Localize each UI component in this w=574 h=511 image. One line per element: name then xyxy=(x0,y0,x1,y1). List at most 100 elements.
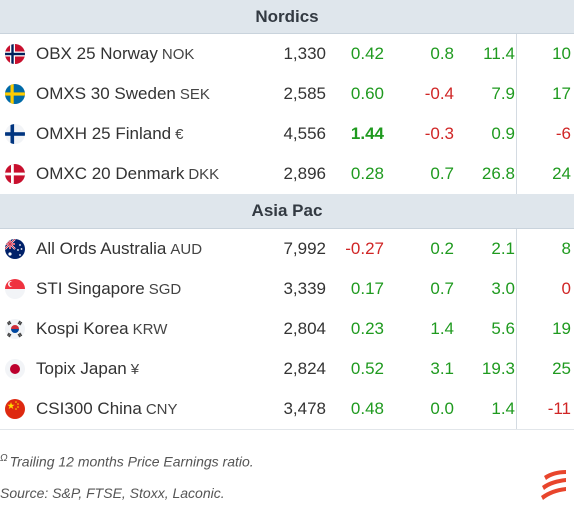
pe-ratio-value: 17 xyxy=(552,84,571,103)
column-divider xyxy=(516,114,517,154)
section-title: Nordics xyxy=(255,6,319,26)
pe-ratio-value: 24 xyxy=(552,164,571,183)
column-divider xyxy=(516,389,517,429)
currency: KRW xyxy=(132,321,168,338)
pe-ratio-value: 10 xyxy=(552,44,571,63)
table-divider xyxy=(0,429,574,430)
currency: € xyxy=(175,126,184,143)
index-name: All Ords Australia AUD xyxy=(36,239,203,258)
currency: ¥ xyxy=(130,361,140,378)
index-level: 2,585 xyxy=(283,84,326,103)
column-divider xyxy=(516,229,517,269)
section-header-nordics: Nordics xyxy=(0,0,574,34)
table-row: All Ords Australia AUD 7,992 -0.27 0.2 2.… xyxy=(0,229,574,269)
singapore-flag-icon xyxy=(5,279,25,299)
pe-ratio-value: 25 xyxy=(552,359,571,378)
table-row: Kospi Korea KRW 2,804 0.23 1.4 5.6 19 xyxy=(0,309,574,349)
column-divider xyxy=(516,269,517,309)
change-value: 11.4 xyxy=(483,44,515,63)
finland-flag-icon xyxy=(5,124,25,144)
table-row: CSI300 China CNY 3,478 0.48 0.0 1.4 -11 xyxy=(0,389,574,429)
change-value: -0.27 xyxy=(345,239,384,258)
change-value: 0.23 xyxy=(350,319,384,338)
change-value: 1.4 xyxy=(430,319,454,338)
index-name: OMXS 30 Sweden SEK xyxy=(36,84,210,103)
change-value: 0.7 xyxy=(430,164,454,183)
source-text: Source: S&P, FTSE, Stoxx, Laconic. xyxy=(0,485,225,501)
index-level: 3,339 xyxy=(283,279,326,298)
laconic-logo-icon xyxy=(540,462,568,500)
change-value: 0.17 xyxy=(350,279,384,298)
table-row: STI Singapore SGD 3,339 0.17 0.7 3.0 0 xyxy=(0,269,574,309)
australia-flag-icon xyxy=(5,239,25,259)
currency: CNY xyxy=(145,401,178,418)
change-value: 0.7 xyxy=(430,279,454,298)
japan-flag-icon xyxy=(5,359,25,379)
footnote-text: Trailing 12 months Price Earnings ratio. xyxy=(9,453,254,470)
change-value: 0.52 xyxy=(350,359,384,378)
section-title: Asia Pac xyxy=(251,201,323,220)
index-name: OBX 25 Norway NOK xyxy=(36,44,195,63)
index-level: 7,992 xyxy=(283,239,326,258)
norway-flag-icon xyxy=(5,44,25,64)
index-level: 2,896 xyxy=(283,164,326,183)
pe-ratio-value: 0 xyxy=(561,279,571,298)
change-value: 0.9 xyxy=(491,124,515,143)
change-value: 1.44 xyxy=(350,124,384,143)
currency: DKK xyxy=(188,166,220,183)
section-header-asia-pac: Asia Pac xyxy=(0,194,574,229)
pe-ratio-value: 8 xyxy=(561,239,571,258)
pe-ratio-value: -11 xyxy=(547,399,571,418)
change-value: 0.60 xyxy=(350,84,384,103)
change-value: 0.42 xyxy=(350,44,384,63)
change-value: 3.0 xyxy=(491,279,515,298)
change-value: 0.2 xyxy=(430,239,454,258)
index-name: CSI300 China CNY xyxy=(36,399,178,418)
index-name: OMXC 20 Denmark DKK xyxy=(36,164,220,183)
change-value: -0.3 xyxy=(424,124,454,143)
column-divider xyxy=(516,309,517,349)
currency: AUD xyxy=(170,241,203,258)
table-row: OMXS 30 Sweden SEK 2,585 0.60 -0.4 7.9 17 xyxy=(0,74,574,114)
currency: SGD xyxy=(148,281,182,298)
footnote-marker: Ω xyxy=(0,453,8,464)
change-value: 0.0 xyxy=(430,399,454,418)
column-divider xyxy=(516,349,517,389)
index-name: STI Singapore SGD xyxy=(36,279,182,298)
column-divider xyxy=(516,74,517,114)
index-level: 3,478 xyxy=(283,399,326,418)
change-value: 7.9 xyxy=(491,84,515,103)
change-value: -0.4 xyxy=(424,84,454,103)
pe-ratio-value: 19 xyxy=(552,319,571,338)
column-divider xyxy=(516,34,517,74)
index-level: 2,824 xyxy=(283,359,326,378)
currency: NOK xyxy=(161,46,195,63)
change-value: 5.6 xyxy=(491,319,515,338)
change-value: 26.8 xyxy=(481,164,515,183)
table-row: OBX 25 Norway NOK 1,330 0.42 0.8 11.4 10 xyxy=(0,34,574,74)
korea-flag-icon xyxy=(5,319,25,339)
change-value: 3.1 xyxy=(430,359,454,378)
change-value: 19.3 xyxy=(481,359,515,378)
pe-ratio-value: -6 xyxy=(555,124,571,143)
china-flag-icon xyxy=(5,399,25,419)
sweden-flag-icon xyxy=(5,84,25,104)
change-value: 0.8 xyxy=(430,44,454,63)
change-value: 0.28 xyxy=(350,164,384,183)
table-row: OMXC 20 Denmark DKK 2,896 0.28 0.7 26.8 2… xyxy=(0,154,574,194)
change-value: 2.1 xyxy=(491,239,515,258)
index-name: Topix Japan ¥ xyxy=(36,359,140,378)
index-name: OMXH 25 Finland € xyxy=(36,124,184,143)
table-row: Topix Japan ¥ 2,824 0.52 3.1 19.3 25 xyxy=(0,349,574,389)
index-level: 2,804 xyxy=(283,319,326,338)
index-name: Kospi Korea KRW xyxy=(36,319,168,338)
change-value: 0.48 xyxy=(350,399,384,418)
currency: SEK xyxy=(179,86,210,103)
index-level: 1,330 xyxy=(283,44,326,63)
column-divider xyxy=(516,154,517,194)
denmark-flag-icon xyxy=(5,164,25,184)
change-value: 1.4 xyxy=(491,399,515,418)
footnote: Ω Trailing 12 months Price Earnings ratio… xyxy=(0,453,254,470)
index-level: 4,556 xyxy=(283,124,326,143)
